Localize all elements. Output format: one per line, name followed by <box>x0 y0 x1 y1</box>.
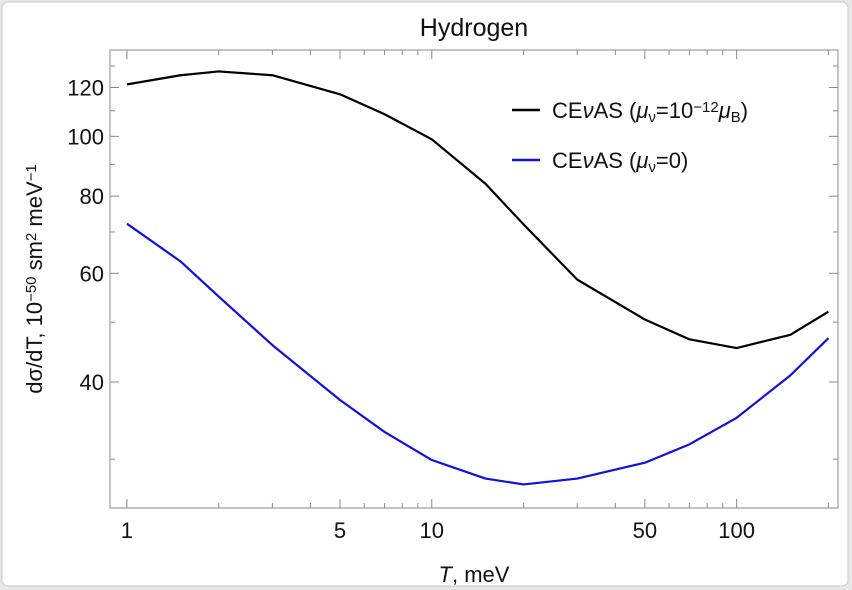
y-tick-label: 40 <box>80 370 104 395</box>
text-part: =10 <box>656 98 693 123</box>
text-part: ν <box>583 98 594 123</box>
legend-label: CEνAS (μν=10−12μB) <box>552 98 748 126</box>
chart-title: Hydrogen <box>420 14 528 42</box>
text-part: AS ( <box>594 98 637 123</box>
text-part: T <box>439 562 454 587</box>
plot-frame <box>109 49 839 509</box>
text-part: ) <box>741 98 748 123</box>
legend-label: CEνAS (μν=0) <box>552 148 688 176</box>
text-part: ν <box>648 109 656 126</box>
x-tick-label: 10 <box>420 518 444 543</box>
data-line <box>126 222 830 486</box>
x-axis-label: T, meV <box>439 562 510 587</box>
text-part: B <box>731 109 741 126</box>
y-tick-label: 80 <box>80 184 104 209</box>
x-tick-label: 50 <box>633 518 657 543</box>
text-part: 2 <box>23 233 40 241</box>
text-part: meV <box>22 181 47 233</box>
text-part: ν <box>648 159 656 176</box>
y-tick-label: 60 <box>80 261 104 286</box>
text-part: =0) <box>656 148 688 173</box>
y-axis-label: dσ/dT, 10−50 sm2 meV−1 <box>22 164 47 394</box>
text-part: ν <box>583 148 594 173</box>
text-part: −50 <box>23 276 40 301</box>
text-part: μ <box>635 98 648 123</box>
text-part: sm <box>22 241 47 276</box>
text-part: μ <box>718 98 731 123</box>
data-line <box>126 70 829 350</box>
text-part: CE <box>552 148 583 173</box>
y-tick-label: 120 <box>67 75 104 100</box>
x-tick-label: 1 <box>121 518 133 543</box>
text-part: −12 <box>693 99 718 116</box>
y-tick-label: 100 <box>67 124 104 149</box>
text-part: dσ/dT, 10 <box>22 302 47 394</box>
text-part: −1 <box>23 164 40 181</box>
x-tick-label: 100 <box>718 518 755 543</box>
text-part: CE <box>552 98 583 123</box>
text-part: μ <box>635 148 648 173</box>
x-tick-label: 5 <box>334 518 346 543</box>
text-part: AS ( <box>594 148 637 173</box>
text-part: , meV <box>452 562 510 587</box>
